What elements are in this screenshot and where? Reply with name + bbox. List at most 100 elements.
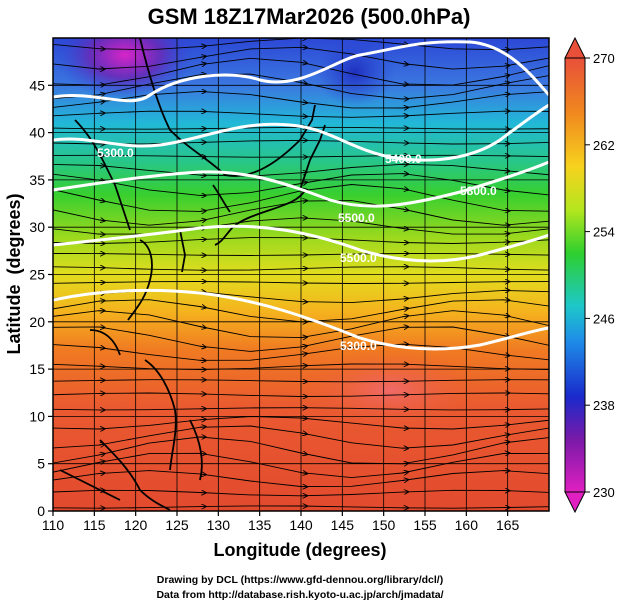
y-tick-label: 25 [29,267,45,283]
colorbar-tick-label: 246 [593,311,615,326]
flow-arrow [503,75,509,76]
x-tick-label: 155 [413,517,437,533]
y-axis-label: Latitude (degrees) [4,193,24,354]
x-tick-label: 125 [165,517,189,533]
colorbar-min-arrow [564,491,586,514]
y-tick-label: 40 [29,125,45,141]
flow-arrow [98,94,105,95]
contour-label: 5500.0 [340,251,377,265]
height-contours [53,40,549,351]
flow-arrow [503,82,509,83]
y-tick-label: 20 [29,314,45,330]
flow-arrow [98,347,105,348]
x-tick-label: 110 [42,517,65,533]
flow-arrow [503,94,509,95]
x-tick-label: 120 [124,517,148,533]
y-tick-label: 45 [29,77,45,93]
flow-arrow [300,453,307,454]
flow-arrow [98,454,105,455]
flow-arrow [503,210,509,211]
credit-line-1: Drawing by DCL (https://www.gfd-dennou.o… [157,574,443,586]
grid-lines [53,38,549,511]
colorbar-tick-label: 230 [593,485,615,500]
flow-arrow [199,56,206,57]
y-tick-label: 30 [29,219,45,235]
flow-arrow [98,101,105,102]
plot-area: 5300.0 5400.0 5800.0 5500.0 5500.0 5300.… [52,37,550,512]
flow-arrow [402,308,408,309]
y-tick-label: 0 [37,503,45,519]
flow-arrow [300,200,307,201]
colorbar: 230 238 246 254 262 270 [564,36,615,514]
contour-label: 5500.0 [338,211,375,225]
flow-arrow [402,84,408,85]
flow-arrow [199,220,206,221]
colorbar-tick-label: 254 [593,225,615,240]
flow-arrow [503,355,509,356]
contour-label: 5800.0 [460,184,497,198]
flow-arrow [199,419,206,420]
coastlines [59,38,326,511]
x-axis-ticks: 110 115 120 125 130 135 140 145 150 155 160 165 [42,511,520,533]
x-tick-label: 165 [496,517,520,533]
x-tick-label: 115 [83,517,106,533]
flow-arrow [300,433,307,434]
flow-arrow [402,298,408,299]
colorbar-max-arrow [564,36,586,59]
flow-arrow [503,190,509,191]
flow-arrow [503,65,509,66]
cold-low-core [55,38,195,100]
flow-arrow [402,472,408,473]
contour-label: 5400.0 [385,152,422,166]
colorbar-scale [564,57,586,493]
flow-arrow [300,354,307,355]
flow-arrow [199,307,206,308]
flow-arrow [199,346,206,347]
flow-arrow [402,64,408,65]
x-axis-label: Longitude (degrees) [213,540,386,560]
colorbar-tick-label: 262 [593,138,615,153]
y-tick-label: 5 [37,456,45,472]
x-tick-label: 135 [248,517,272,533]
contour-label: 5300.0 [340,339,377,353]
contour-label: 5300.0 [97,146,134,160]
flow-arrow [98,461,105,462]
flow-arrow [199,46,206,47]
x-tick-label: 150 [372,517,396,533]
flow-arrow [402,209,408,210]
flow-arrow [199,427,206,428]
flow-arrow [300,346,307,347]
flow-arrow [199,211,206,212]
flow-arrow [300,82,307,83]
flow-arrow [503,425,509,426]
flow-arrow [199,74,206,75]
y-tick-label: 35 [29,172,45,188]
x-tick-label: 140 [289,517,313,533]
colorbar-ticks: 230 238 246 254 262 270 [585,51,615,500]
flow-arrow [300,62,307,63]
warm-core [300,350,480,430]
y-tick-label: 10 [29,408,45,424]
flow-arrow [98,200,105,201]
y-tick-label: 15 [29,361,45,377]
flow-arrow [402,228,408,229]
flow-arrow [199,63,206,64]
flow-arrow [503,170,509,171]
flow-arrow [98,220,105,221]
colorbar-tick-label: 270 [593,51,615,66]
x-tick-label: 130 [207,517,231,533]
flow-arrow [98,327,105,328]
flow-arrow [503,442,509,443]
y-axis-ticks: 0 5 10 15 20 25 30 35 40 45 [29,77,53,519]
colorbar-tick-label: 238 [593,398,615,413]
contour-labels: 5300.0 5400.0 5800.0 5500.0 5500.0 5300.… [97,146,497,353]
flow-arrow [300,337,307,338]
flow-arrow [402,316,408,317]
flow-arrow [503,434,509,435]
x-tick-label: 145 [331,517,355,533]
flow-arrow [98,301,105,302]
flow-arrow [503,315,509,316]
map-title: GSM 18Z17Mar2026 (500.0hPa) [148,4,471,29]
flow-arrow [402,189,408,190]
